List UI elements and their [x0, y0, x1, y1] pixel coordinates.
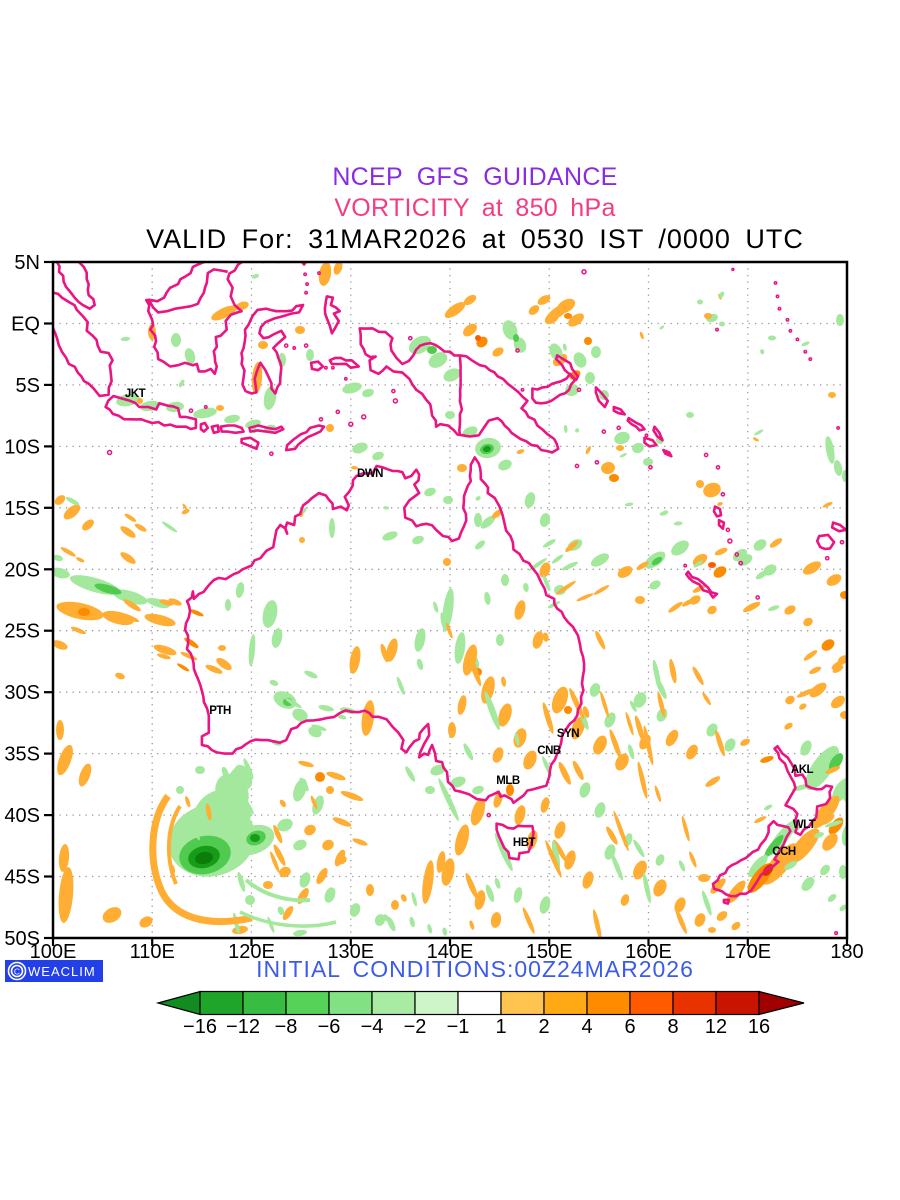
- svg-text:45S: 45S: [4, 867, 40, 889]
- svg-text:8: 8: [667, 1016, 678, 1038]
- svg-text:CCH: CCH: [772, 846, 796, 858]
- svg-text:150E: 150E: [526, 941, 573, 963]
- svg-text:DWN: DWN: [357, 468, 383, 480]
- svg-text:30S: 30S: [4, 682, 40, 704]
- svg-text:25S: 25S: [4, 621, 40, 643]
- svg-text:−4: −4: [361, 1016, 384, 1038]
- svg-text:50S: 50S: [4, 928, 40, 950]
- svg-text:35S: 35S: [4, 744, 40, 766]
- svg-text:5N: 5N: [14, 252, 40, 274]
- svg-text:WEACLIM: WEACLIM: [28, 964, 96, 979]
- svg-text:1: 1: [495, 1016, 506, 1038]
- svg-text:−2: −2: [404, 1016, 427, 1038]
- svg-text:VALID For: 31MAR2026 at 0530 I: VALID For: 31MAR2026 at 0530 IST /0000 U…: [146, 224, 804, 254]
- svg-text:VORTICITY at 850 hPa: VORTICITY at 850 hPa: [334, 194, 615, 222]
- svg-text:120E: 120E: [228, 941, 275, 963]
- svg-text:10S: 10S: [4, 436, 40, 458]
- svg-text:20S: 20S: [4, 559, 40, 581]
- svg-text:C: C: [14, 967, 20, 977]
- svg-text:JKT: JKT: [125, 388, 146, 400]
- svg-text:AKL: AKL: [791, 764, 814, 776]
- svg-text:5S: 5S: [16, 375, 40, 397]
- svg-text:−12: −12: [226, 1016, 260, 1038]
- svg-text:HBT: HBT: [513, 837, 536, 849]
- svg-text:−6: −6: [318, 1016, 341, 1038]
- svg-text:CNB: CNB: [537, 745, 561, 757]
- svg-text:EQ: EQ: [11, 314, 40, 336]
- svg-text:WLT: WLT: [793, 819, 816, 831]
- svg-text:130E: 130E: [327, 941, 374, 963]
- svg-text:16: 16: [748, 1016, 770, 1038]
- svg-text:160E: 160E: [625, 941, 672, 963]
- svg-text:SYN: SYN: [557, 728, 579, 740]
- svg-text:NCEP GFS GUIDANCE: NCEP GFS GUIDANCE: [332, 163, 617, 191]
- svg-text:−16: −16: [183, 1016, 217, 1038]
- svg-text:170E: 170E: [724, 941, 771, 963]
- svg-text:40S: 40S: [4, 805, 40, 827]
- svg-text:4: 4: [581, 1016, 592, 1038]
- svg-text:110E: 110E: [130, 941, 175, 963]
- svg-text:INITIAL CONDITIONS:00Z24MAR202: INITIAL CONDITIONS:00Z24MAR2026: [256, 956, 694, 982]
- svg-text:12: 12: [705, 1016, 727, 1038]
- svg-text:PTH: PTH: [209, 705, 231, 717]
- svg-text:100E: 100E: [30, 941, 77, 963]
- svg-text:140E: 140E: [427, 941, 474, 963]
- svg-text:15S: 15S: [4, 498, 40, 520]
- svg-text:6: 6: [624, 1016, 635, 1038]
- svg-text:−8: −8: [275, 1016, 298, 1038]
- svg-text:180: 180: [830, 941, 863, 963]
- svg-text:−1: −1: [447, 1016, 470, 1038]
- svg-text:MLB: MLB: [496, 775, 520, 787]
- svg-text:2: 2: [538, 1016, 549, 1038]
